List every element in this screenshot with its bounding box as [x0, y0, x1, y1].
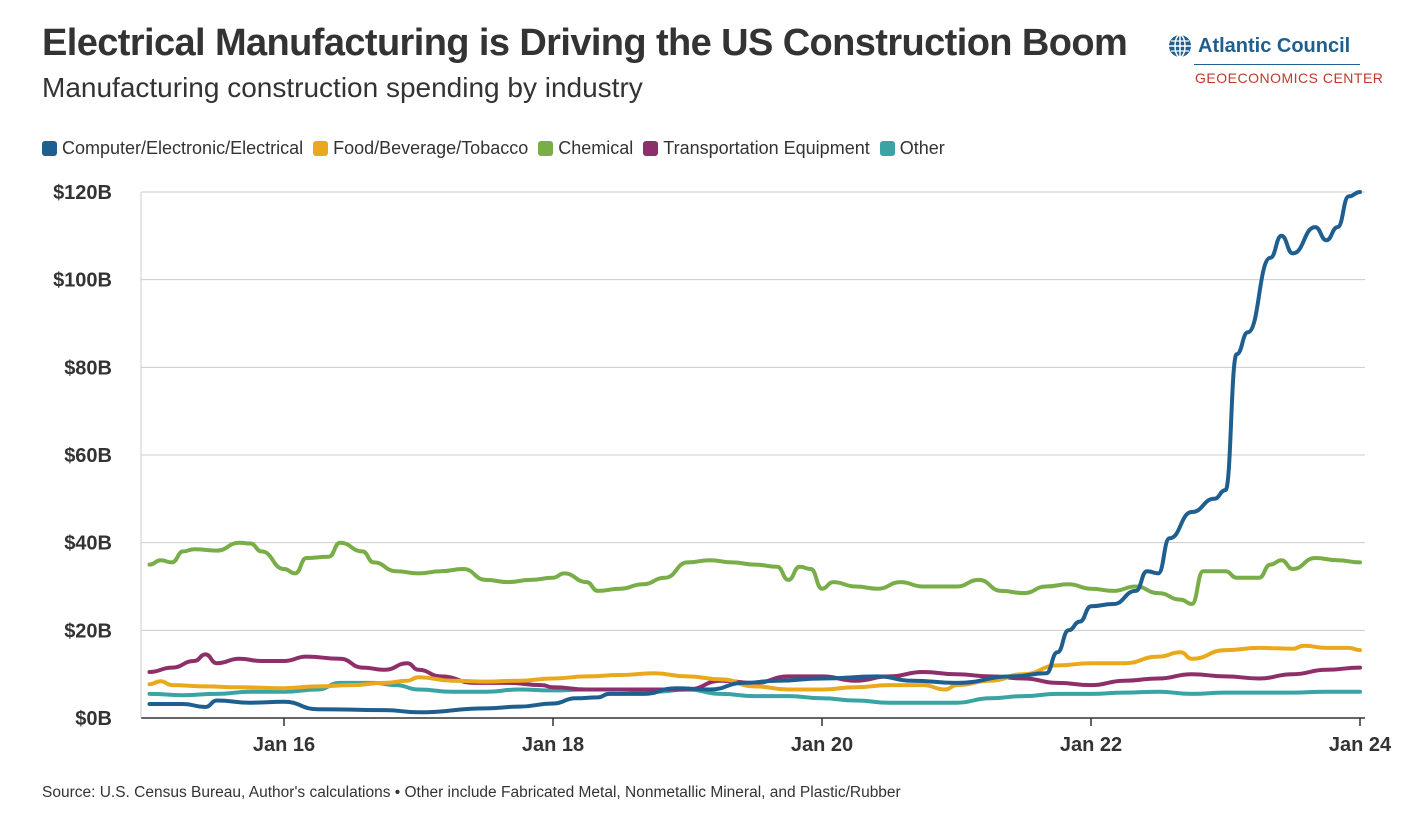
- legend-label: Other: [899, 138, 945, 158]
- y-tick-label: $0B: [75, 708, 112, 730]
- x-tick-label: Jan 20: [791, 734, 853, 756]
- x-tick-label: Jan 18: [522, 734, 584, 756]
- legend-item[interactable]: Food/Beverage/Tobacco: [313, 138, 528, 159]
- legend-label: Transportation Equipment: [663, 138, 870, 158]
- logo-name: Atlantic Council: [1198, 34, 1351, 57]
- logo-subtitle: GEOECONOMICS CENTER: [1195, 70, 1384, 86]
- globe-icon: [1169, 34, 1191, 58]
- atlantic-council-logo[interactable]: Atlantic Council GEOECONOMICS CENTER: [1168, 34, 1388, 86]
- x-tick-label: Jan 16: [253, 734, 315, 756]
- series-line-chemical[interactable]: [147, 540, 1362, 606]
- y-tick-label: $120B: [53, 182, 112, 204]
- chart-title: Electrical Manufacturing is Driving the …: [42, 22, 1128, 64]
- source-note: Source: U.S. Census Bureau, Author's cal…: [42, 784, 901, 801]
- y-tick-label: $80B: [64, 357, 112, 379]
- chart-subtitle: Manufacturing construction spending by i…: [42, 72, 643, 103]
- y-tick-label: $100B: [53, 270, 112, 292]
- legend-swatch: [42, 141, 57, 156]
- gridlines: [140, 191, 1365, 719]
- chart-legend: Computer/Electronic/Electrical Food/Bever…: [42, 138, 955, 159]
- y-tick-label: $60B: [64, 445, 112, 467]
- series-line-transportation-equipment[interactable]: [147, 652, 1362, 692]
- series-line-computer-electronic-electrical[interactable]: [147, 190, 1362, 715]
- legend-swatch: [538, 141, 554, 156]
- legend-label: Food/Beverage/Tobacco: [333, 138, 529, 158]
- legend-swatch: [643, 141, 659, 156]
- legend-item[interactable]: Other: [879, 138, 945, 159]
- y-tick-label: $20B: [64, 620, 112, 642]
- axes: $0B $20B $40B $60B $80B $100B $120B Jan 16 Jan 1…: [53, 182, 1392, 756]
- legend-label: Computer/Electronic/Electrical: [62, 138, 304, 158]
- logo-divider: [1194, 64, 1360, 65]
- legend-item[interactable]: Chemical: [538, 138, 633, 159]
- series-line-other[interactable]: [147, 680, 1362, 705]
- y-tick-label: $40B: [64, 533, 112, 555]
- series-line-food-beverage-tobacco[interactable]: [147, 643, 1362, 692]
- legend-item[interactable]: Computer/Electronic/Electrical: [42, 138, 303, 159]
- legend-swatch: [879, 141, 895, 156]
- legend-label: Chemical: [558, 138, 634, 158]
- x-tick-label: Jan 22: [1060, 734, 1122, 756]
- series-lines: [147, 190, 1362, 715]
- legend-swatch: [313, 141, 329, 156]
- legend-item[interactable]: Transportation Equipment: [643, 138, 870, 159]
- x-tick-label: Jan 24: [1329, 734, 1392, 756]
